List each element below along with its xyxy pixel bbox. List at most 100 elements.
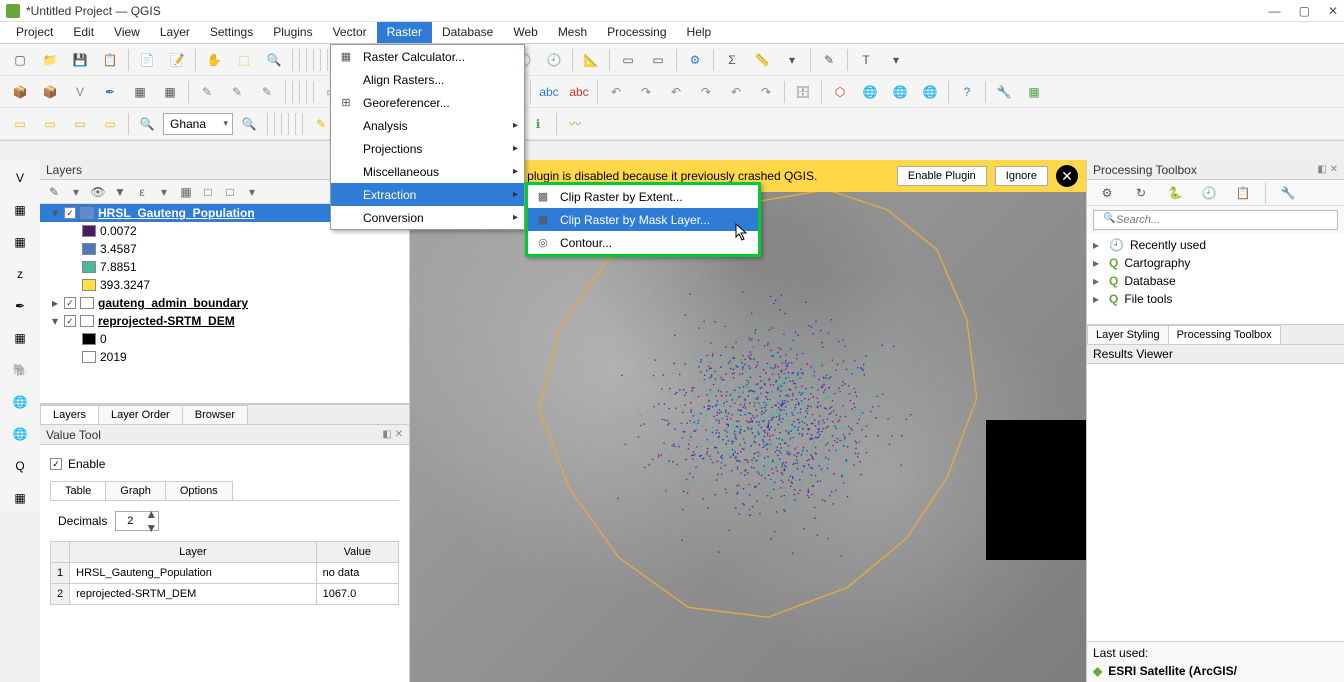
toolbar-button[interactable]: 🌐	[886, 79, 914, 105]
value-tool-tab[interactable]: Options	[165, 481, 233, 500]
value-tool-tab[interactable]: Graph	[105, 481, 166, 500]
toolbar-button[interactable]: 🔍	[260, 47, 288, 73]
toolbar-button[interactable]: V	[66, 79, 94, 105]
toolbar-button[interactable]: 💾	[66, 47, 94, 73]
toolbar-button[interactable]: ▭	[96, 111, 124, 137]
toolbar-button[interactable]: ▭	[6, 111, 34, 137]
menu-processing[interactable]: Processing	[597, 22, 676, 43]
toolbar-button[interactable]: 📏	[748, 47, 776, 73]
leftstrip-button[interactable]: z	[6, 260, 34, 288]
enable-checkbox[interactable]: ✓	[50, 458, 62, 470]
toolbox-bottom-tab[interactable]: Layer Styling	[1087, 325, 1169, 344]
leftstrip-button[interactable]: 🌐	[6, 388, 34, 416]
toolbar-button[interactable]: 🔍	[133, 111, 161, 137]
toolbar-button[interactable]: ▭	[644, 47, 672, 73]
toolbar-button[interactable]: abc	[535, 79, 563, 105]
toolbar-button[interactable]: ↶	[662, 79, 690, 105]
leftstrip-button[interactable]: Q	[6, 452, 34, 480]
toolbox-tree-item[interactable]: ▸QCartography	[1093, 254, 1338, 272]
value-tool-dock-icon[interactable]: ◧ ✕	[382, 429, 403, 440]
toolbar-button[interactable]: ✎	[193, 79, 221, 105]
toolbar-button[interactable]: ↷	[752, 79, 780, 105]
layers-toolbar-button[interactable]: □	[198, 182, 218, 202]
toolbar-button[interactable]: ✋	[200, 47, 228, 73]
toolbar-button[interactable]: ↶	[722, 79, 750, 105]
toolbar-button[interactable]: 🌐	[856, 79, 884, 105]
leftstrip-button[interactable]: ▦	[6, 196, 34, 224]
value-tool-tabs[interactable]: TableGraphOptions	[50, 481, 399, 501]
menu-vector[interactable]: Vector	[323, 22, 377, 43]
value-tool-enable[interactable]: ✓ Enable	[50, 457, 399, 471]
layers-toolbar-button[interactable]: □	[220, 182, 240, 202]
extraction-menu-item[interactable]: ◎Contour...	[528, 231, 758, 254]
menu-web[interactable]: Web	[503, 22, 547, 43]
menu-database[interactable]: Database	[432, 22, 503, 43]
toolbar-button[interactable]: ▾	[778, 47, 806, 73]
raster-menu-item[interactable]: Align Rasters...	[331, 68, 524, 91]
toolbar-button[interactable]: ↶	[602, 79, 630, 105]
toolbox-tree-item[interactable]: ▸QFile tools	[1093, 290, 1338, 308]
layer-tree-row[interactable]: ▸✓gauteng_admin_boundary	[40, 294, 409, 312]
toolbar-button[interactable]: ✎	[253, 79, 281, 105]
toolbar-button[interactable]: 🔧	[990, 79, 1018, 105]
layers-toolbar-button[interactable]: ε	[132, 182, 152, 202]
toolbar-button[interactable]: 📄	[133, 47, 161, 73]
toolbar-button[interactable]: 📦	[36, 79, 64, 105]
extraction-submenu[interactable]: ▩Clip Raster by Extent...▩Clip Raster by…	[525, 182, 761, 257]
toolbar-button[interactable]: 📝	[163, 47, 191, 73]
menu-edit[interactable]: Edit	[63, 22, 104, 43]
menubar[interactable]: ProjectEditViewLayerSettingsPluginsVecto…	[0, 22, 1344, 44]
raster-menu-item[interactable]: ▦Raster Calculator...	[331, 45, 524, 68]
toolbar-button[interactable]: 📁	[36, 47, 64, 73]
layer-tree-row[interactable]: 3.4587	[40, 240, 409, 258]
toolbar-button[interactable]: ▭	[66, 111, 94, 137]
layer-tree-row[interactable]: 2019	[40, 348, 409, 366]
menu-raster[interactable]: Raster	[377, 22, 432, 43]
layers-toolbar-button[interactable]: ▦	[176, 182, 196, 202]
menu-mesh[interactable]: Mesh	[548, 22, 597, 43]
toolbar-button[interactable]: ▭	[614, 47, 642, 73]
toolbox-bottom-tab[interactable]: Processing Toolbox	[1168, 325, 1281, 344]
toolbar-button[interactable]: ✎	[815, 47, 843, 73]
toolbar-button[interactable]: ▦	[126, 79, 154, 105]
layers-toolbar-button[interactable]: ▾	[154, 182, 174, 202]
leftstrip-button[interactable]: ▦	[6, 484, 34, 512]
toolbar-button[interactable]: 📋	[96, 47, 124, 73]
toolbar-button[interactable]: ▢	[6, 47, 34, 73]
decimals-input[interactable]	[116, 515, 144, 527]
raster-menu-item[interactable]: Projections▸	[331, 137, 524, 160]
toolbar-combo[interactable]: Ghana	[163, 113, 233, 135]
toolbox-toolbar-button[interactable]: 🕘	[1195, 180, 1223, 206]
toolbar-button[interactable]: ▾	[882, 47, 910, 73]
raster-menu-item[interactable]: Analysis▸	[331, 114, 524, 137]
layers-toolbar-button[interactable]: ▾	[242, 182, 262, 202]
extraction-menu-item[interactable]: ▩Clip Raster by Extent...	[528, 185, 758, 208]
toolbar-button[interactable]: ⬡	[826, 79, 854, 105]
toolbar-button[interactable]: abc	[565, 79, 593, 105]
layers-tab[interactable]: Layer Order	[98, 405, 183, 424]
toolbar-button[interactable]: T	[852, 47, 880, 73]
close-button[interactable]: ✕	[1328, 4, 1338, 18]
value-table-row[interactable]: 1HRSL_Gauteng_Populationno data	[51, 563, 399, 584]
toolbar-button[interactable]: ⚙	[681, 47, 709, 73]
toolbox-search-input[interactable]	[1093, 210, 1338, 230]
toolbar-button[interactable]: 📐	[577, 47, 605, 73]
layers-tab[interactable]: Layers	[40, 405, 99, 424]
layer-tree[interactable]: ▾✓HRSL_Gauteng_Population0.00723.45877.8…	[40, 204, 409, 404]
extraction-menu-item[interactable]: ▩Clip Raster by Mask Layer...	[528, 208, 758, 231]
layers-tab[interactable]: Browser	[182, 405, 248, 424]
leftstrip-button[interactable]: ▦	[6, 324, 34, 352]
leftstrip-button[interactable]: V	[6, 164, 34, 192]
warning-close-button[interactable]: ✕	[1056, 165, 1078, 187]
toolbar-button[interactable]: Σ	[718, 47, 746, 73]
menu-plugins[interactable]: Plugins	[263, 22, 322, 43]
toolbar-button[interactable]: 🗄	[789, 79, 817, 105]
layer-tree-row[interactable]: 7.8851	[40, 258, 409, 276]
menu-layer[interactable]: Layer	[150, 22, 200, 43]
toolbox-toolbar-button[interactable]: 🐍	[1161, 180, 1189, 206]
value-table-row[interactable]: 2reprojected-SRTM_DEM1067.0	[51, 584, 399, 605]
enable-plugin-button[interactable]: Enable Plugin	[897, 166, 987, 186]
toolbar-button[interactable]: ▭	[36, 111, 64, 137]
toolbar-button[interactable]: 🔍	[235, 111, 263, 137]
ignore-button[interactable]: Ignore	[995, 166, 1048, 186]
